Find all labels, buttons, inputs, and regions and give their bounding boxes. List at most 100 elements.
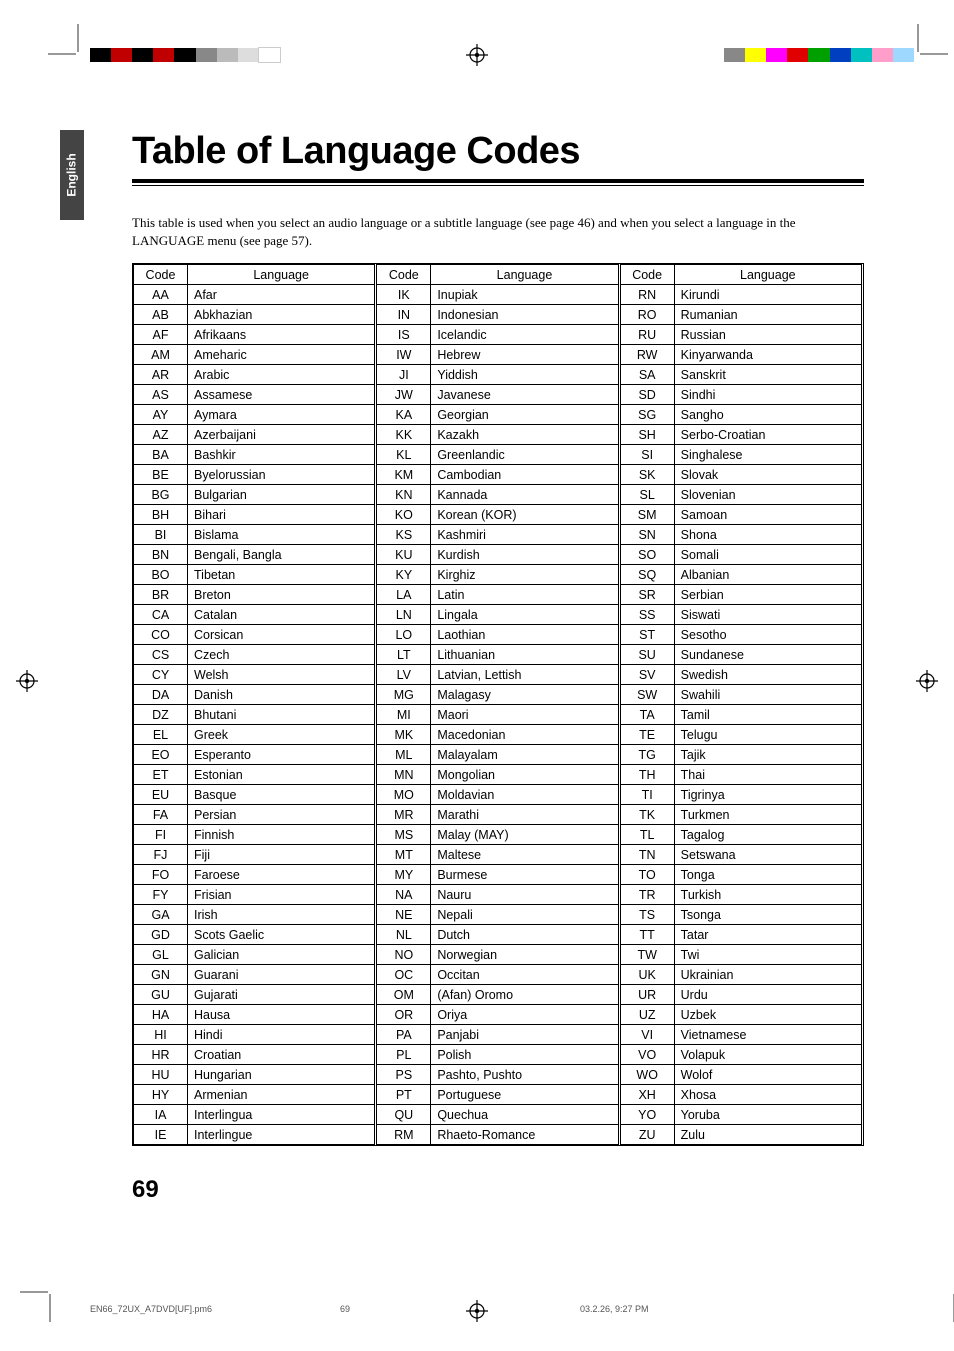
cell-language: Pashto, Pushto — [431, 1065, 618, 1085]
cell-code: PA — [377, 1025, 431, 1045]
table-row: NONorwegian — [377, 945, 618, 965]
codes-column: CodeLanguageIKInupiakINIndonesianISIcela… — [376, 264, 619, 1145]
cell-code: QU — [377, 1105, 431, 1125]
table-row: ETEstonian — [134, 765, 375, 785]
table-row: SNShona — [620, 525, 861, 545]
table-row: KUKurdish — [377, 545, 618, 565]
cell-language: Guarani — [188, 965, 375, 985]
cell-code: RW — [620, 345, 674, 365]
table-row: TATamil — [620, 705, 861, 725]
cell-language: Shona — [674, 525, 861, 545]
table-row: IEInterlingue — [134, 1125, 375, 1145]
table-row: BOTibetan — [134, 565, 375, 585]
cell-code: TN — [620, 845, 674, 865]
cell-code: OC — [377, 965, 431, 985]
table-row: WOWolof — [620, 1065, 861, 1085]
table-row: PAPanjabi — [377, 1025, 618, 1045]
table-row: CYWelsh — [134, 665, 375, 685]
cell-code: XH — [620, 1085, 674, 1105]
cell-code: EU — [134, 785, 188, 805]
cell-language: Mongolian — [431, 765, 618, 785]
cell-code: FO — [134, 865, 188, 885]
cell-code: KA — [377, 405, 431, 425]
cell-code: BE — [134, 465, 188, 485]
table-row: OROriya — [377, 1005, 618, 1025]
cell-language: Inupiak — [431, 285, 618, 305]
table-row: SDSindhi — [620, 385, 861, 405]
cell-language: Irish — [188, 905, 375, 925]
cell-code: AA — [134, 285, 188, 305]
cell-language: Greenlandic — [431, 445, 618, 465]
cell-language: Bengali, Bangla — [188, 545, 375, 565]
cell-code: KO — [377, 505, 431, 525]
table-row: KKKazakh — [377, 425, 618, 445]
cell-language: Lingala — [431, 605, 618, 625]
table-row: SRSerbian — [620, 585, 861, 605]
cell-code: YO — [620, 1105, 674, 1125]
table-row: LNLingala — [377, 605, 618, 625]
codes-column: CodeLanguageRNKirundiRORumanianRURussian… — [620, 264, 863, 1145]
cell-code: SO — [620, 545, 674, 565]
cell-code: GA — [134, 905, 188, 925]
cell-code: VI — [620, 1025, 674, 1045]
cell-code: NA — [377, 885, 431, 905]
header-language: Language — [674, 265, 861, 285]
cell-language: Sindhi — [674, 385, 861, 405]
cell-language: Arabic — [188, 365, 375, 385]
cell-code: WO — [620, 1065, 674, 1085]
cell-code: TI — [620, 785, 674, 805]
cell-code: TE — [620, 725, 674, 745]
cell-language: Siswati — [674, 605, 861, 625]
table-row: IKInupiak — [377, 285, 618, 305]
cell-language: Wolof — [674, 1065, 861, 1085]
cell-language: Kirghiz — [431, 565, 618, 585]
table-row: EOEsperanto — [134, 745, 375, 765]
cell-language: Gujarati — [188, 985, 375, 1005]
table-row: UZUzbek — [620, 1005, 861, 1025]
cell-code: IE — [134, 1125, 188, 1145]
cell-language: Bashkir — [188, 445, 375, 465]
table-row: TOTonga — [620, 865, 861, 885]
cell-code: SU — [620, 645, 674, 665]
cell-code: JI — [377, 365, 431, 385]
cell-language: Kinyarwanda — [674, 345, 861, 365]
cell-code: SR — [620, 585, 674, 605]
table-row: NANauru — [377, 885, 618, 905]
rule-thin — [132, 185, 864, 186]
cell-code: SA — [620, 365, 674, 385]
cell-code: CY — [134, 665, 188, 685]
cell-code: GD — [134, 925, 188, 945]
cell-language: Croatian — [188, 1045, 375, 1065]
cell-language: Kazakh — [431, 425, 618, 445]
cell-language: Tamil — [674, 705, 861, 725]
cell-language: Fiji — [188, 845, 375, 865]
cell-language: Kirundi — [674, 285, 861, 305]
cell-language: Setswana — [674, 845, 861, 865]
cell-code: LT — [377, 645, 431, 665]
table-row: RNKirundi — [620, 285, 861, 305]
table-row: KMCambodian — [377, 465, 618, 485]
table-row: THThai — [620, 765, 861, 785]
cell-language: Tsonga — [674, 905, 861, 925]
cell-code: DZ — [134, 705, 188, 725]
table-row: VIVietnamese — [620, 1025, 861, 1045]
cell-code: LA — [377, 585, 431, 605]
table-row: TETelugu — [620, 725, 861, 745]
cell-language: Singhalese — [674, 445, 861, 465]
table-row: ARArabic — [134, 365, 375, 385]
cell-language: Hindi — [188, 1025, 375, 1045]
codes-column: CodeLanguageAAAfarABAbkhazianAFAfrikaans… — [133, 264, 376, 1145]
table-row: HUHungarian — [134, 1065, 375, 1085]
cell-code: PS — [377, 1065, 431, 1085]
table-row: FIFinnish — [134, 825, 375, 845]
table-row: KOKorean (KOR) — [377, 505, 618, 525]
cell-code: SD — [620, 385, 674, 405]
table-row: CACatalan — [134, 605, 375, 625]
table-row: SHSerbo-Croatian — [620, 425, 861, 445]
header-code: Code — [620, 265, 674, 285]
cell-code: NO — [377, 945, 431, 965]
cell-language: Latvian, Lettish — [431, 665, 618, 685]
crop-mark-bl — [20, 1282, 60, 1322]
table-row: SVSwedish — [620, 665, 861, 685]
cell-language: Zulu — [674, 1125, 861, 1145]
